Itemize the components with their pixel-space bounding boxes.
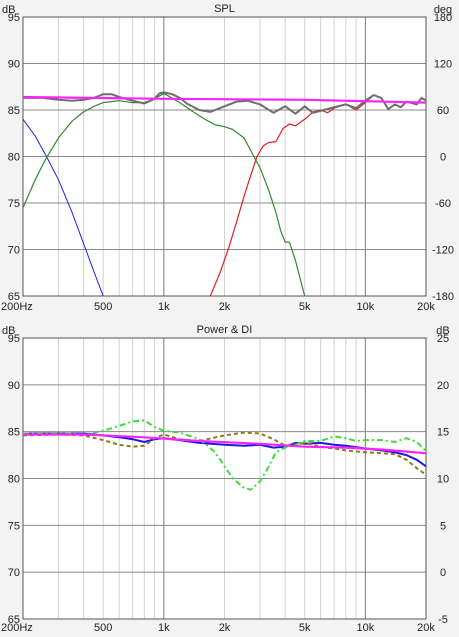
y-tick-label: 75 <box>8 198 20 210</box>
x-tick-label: 5k <box>299 622 311 634</box>
x-tick-label: 20k <box>417 622 435 634</box>
y2-tick-label: 20 <box>437 380 449 392</box>
y-tick-label: 90 <box>8 380 20 392</box>
x-tick-label: 1k <box>158 622 170 634</box>
y2-tick-label: -5 <box>438 614 448 626</box>
series-line-5 <box>23 95 426 104</box>
chart-title: Power & DI <box>197 324 253 336</box>
chart-panel-1: 95 90 85 80 75 70 65 180 120 60 0 -60 -120 -180 200Hz 5… <box>1 3 454 313</box>
y-unit-right: dB <box>436 325 449 337</box>
y-tick-label: 95 <box>8 12 20 24</box>
x-tick-label: 2k <box>219 622 231 634</box>
series-group <box>23 419 426 491</box>
series-group <box>23 91 426 296</box>
series-line-1 <box>23 119 104 296</box>
series-line-3 <box>23 419 426 491</box>
x-tick-label: 500 <box>94 301 112 313</box>
y-tick-label: 70 <box>8 567 20 579</box>
x-tick-label: 200Hz <box>1 301 33 313</box>
y-tick-label: 65 <box>8 614 20 626</box>
series-line-2 <box>23 431 426 476</box>
y-tick-label: 70 <box>8 245 20 257</box>
series-line-4 <box>23 91 426 115</box>
y-tick-label: 85 <box>8 427 20 439</box>
plot-frame <box>22 337 427 620</box>
y-tick-label: 65 <box>8 291 20 303</box>
y2-tick-label: 180 <box>434 12 452 24</box>
x-tick-label: 10k <box>356 622 374 634</box>
y-unit-right: deg <box>434 4 452 16</box>
x-tick-label: 2k <box>219 301 231 313</box>
y2-tick-label: 120 <box>434 59 452 71</box>
y2-tick-label: 60 <box>437 105 449 117</box>
y-tick-label: 80 <box>8 474 20 486</box>
y-tick-label: 90 <box>8 59 20 71</box>
y-unit-left: dB <box>2 4 15 16</box>
y-unit-left: dB <box>2 325 15 337</box>
y2-tick-label: -180 <box>432 291 454 303</box>
x-tick-label: 5k <box>299 301 311 313</box>
series-line-4 <box>23 433 426 455</box>
x-tick-label: 20k <box>417 301 435 313</box>
x-tick-label: 10k <box>356 301 374 313</box>
y-tick-label: 75 <box>8 520 20 532</box>
y2-tick-label: 10 <box>437 474 449 486</box>
chart-panel-2: 95 90 85 80 75 70 65 25 20 15 10 5 0 -5 200Hz 500 1k 2k 5k… <box>1 324 450 634</box>
x-tick-label: 1k <box>158 301 170 313</box>
y2-tick-label: 5 <box>440 520 446 532</box>
series-line-2 <box>23 92 306 296</box>
y-tick-label: 80 <box>8 152 20 164</box>
y2-tick-label: 15 <box>437 427 449 439</box>
chart-title: SPL <box>214 3 235 15</box>
y2-tick-label: 0 <box>440 567 446 579</box>
y2-tick-label: 0 <box>440 152 446 164</box>
plot-frame <box>22 16 427 297</box>
x-tick-label: 500 <box>94 622 112 634</box>
y2-tick-label: -120 <box>432 245 454 257</box>
y-tick-label: 95 <box>8 333 20 345</box>
y-tick-label: 85 <box>8 105 20 117</box>
y2-tick-label: -60 <box>435 198 451 210</box>
y2-tick-label: 25 <box>437 333 449 345</box>
x-tick-label: 200Hz <box>1 622 33 634</box>
